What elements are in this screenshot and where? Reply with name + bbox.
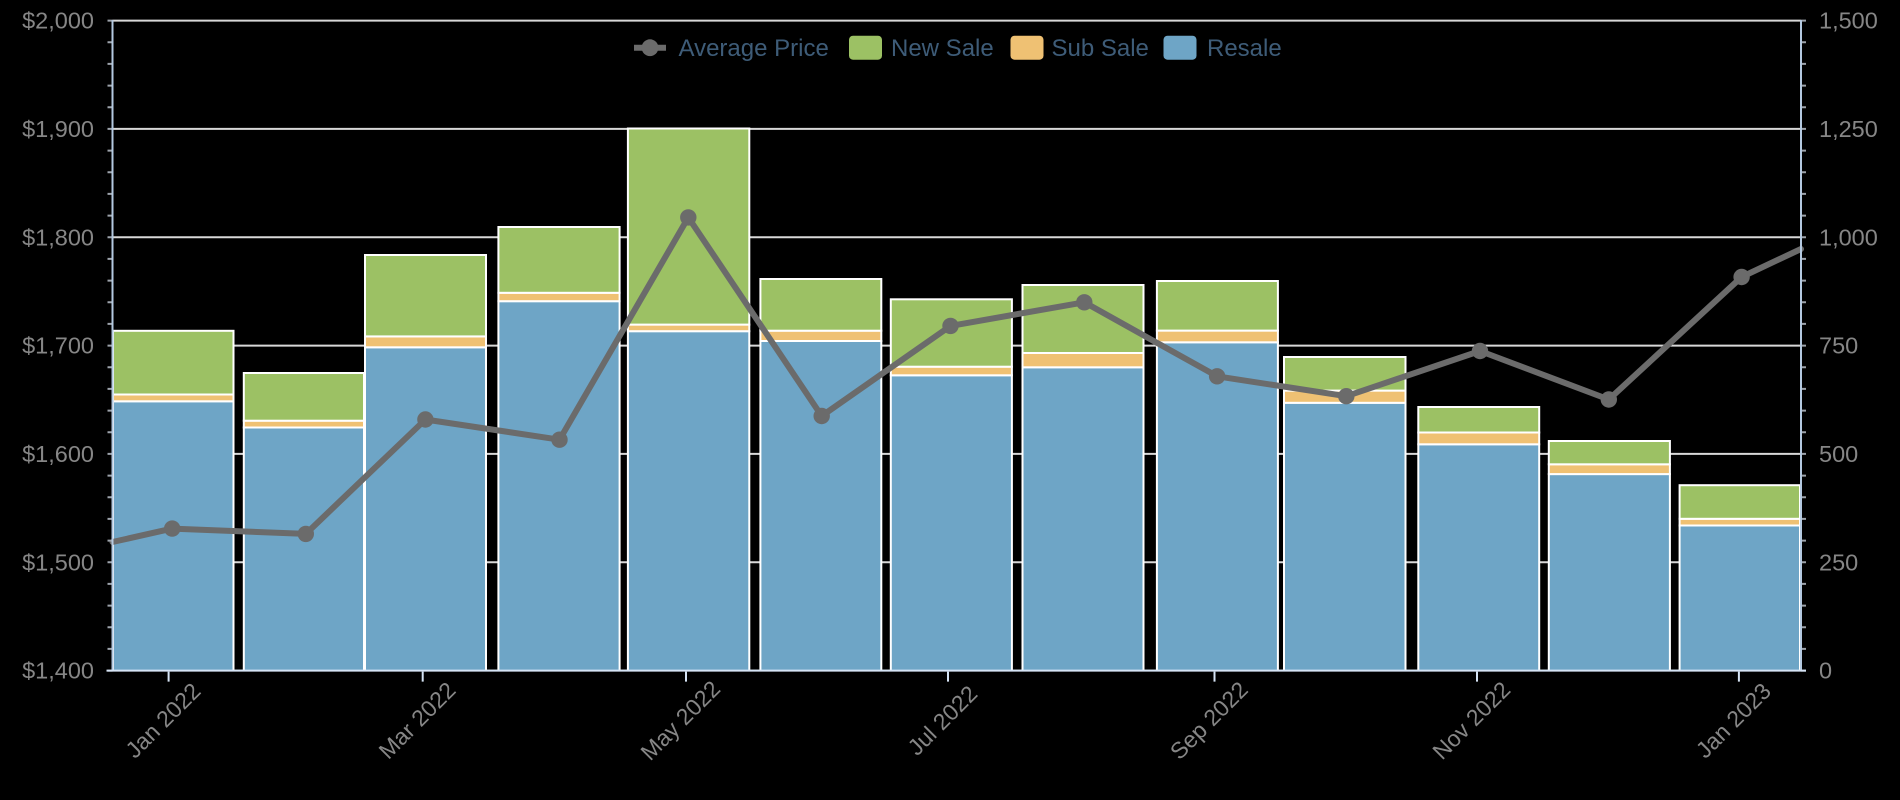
svg-text:750: 750 — [1819, 333, 1858, 359]
svg-text:1,250: 1,250 — [1819, 116, 1878, 142]
svg-text:250: 250 — [1819, 549, 1858, 575]
svg-text:New Sale: New Sale — [891, 35, 994, 62]
svg-text:$1,700: $1,700 — [22, 333, 94, 359]
svg-text:$1,800: $1,800 — [22, 224, 94, 250]
svg-text:Sub Sale: Sub Sale — [1052, 35, 1149, 62]
svg-text:0: 0 — [1819, 658, 1832, 684]
svg-text:Resale: Resale — [1207, 35, 1282, 62]
svg-text:$1,400: $1,400 — [22, 658, 94, 684]
svg-text:$1,900: $1,900 — [22, 116, 94, 142]
svg-text:Average Price: Average Price — [679, 35, 829, 62]
svg-text:1,000: 1,000 — [1819, 224, 1878, 250]
svg-text:$1,600: $1,600 — [22, 441, 94, 467]
svg-text:500: 500 — [1819, 441, 1858, 467]
svg-text:1,500: 1,500 — [1819, 8, 1878, 34]
svg-text:$2,000: $2,000 — [22, 8, 94, 34]
svg-text:$1,500: $1,500 — [22, 549, 94, 575]
